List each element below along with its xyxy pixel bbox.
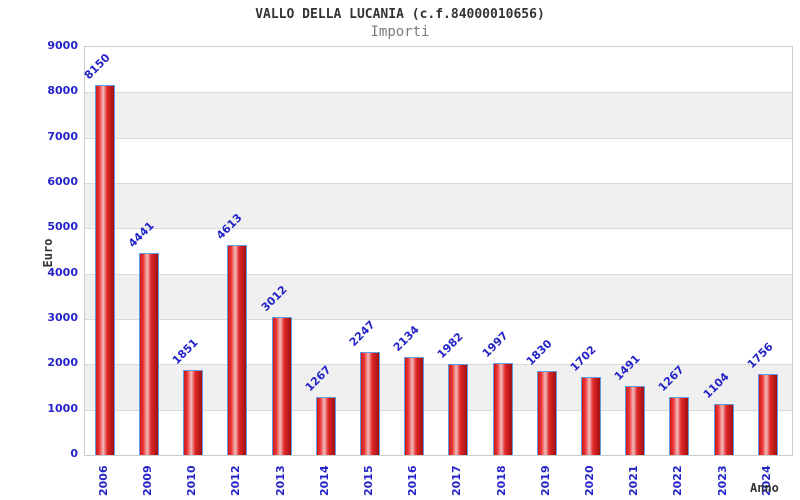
bar [669, 396, 690, 455]
gridline [85, 228, 792, 230]
x-tick-label: 2017 [450, 465, 464, 496]
y-tick-label: 3000 [47, 311, 78, 324]
y-tick-label: 4000 [47, 265, 78, 279]
gridline [85, 409, 792, 411]
y-tick-label: 6000 [47, 175, 78, 188]
x-tick-label: 2019 [538, 465, 552, 496]
bar [227, 244, 248, 455]
gridline [85, 137, 792, 139]
bar [580, 376, 601, 455]
bar [183, 370, 204, 455]
y-tick-label: 8000 [47, 84, 78, 98]
bar [625, 386, 646, 455]
plot-band [85, 183, 792, 229]
x-tick-label: 2013 [273, 465, 287, 496]
y-axis-title: Euro [41, 238, 55, 268]
gridline [85, 183, 792, 184]
y-tick-label: 9000 [47, 39, 78, 52]
gridline [85, 273, 792, 275]
bar [315, 396, 336, 455]
plot-band [85, 92, 792, 138]
bar [713, 403, 734, 455]
plot-band [85, 273, 792, 319]
x-tick-label: 2018 [494, 465, 508, 496]
x-tick-label: 2012 [229, 465, 243, 496]
x-tick-label: 2020 [582, 465, 596, 496]
plot-area [84, 46, 793, 456]
y-tick-label: 7000 [47, 129, 78, 143]
bar [448, 364, 469, 455]
y-tick-label: 2000 [47, 356, 78, 370]
y-tick-label: 5000 [47, 220, 78, 234]
y-tick-label: 0 [70, 447, 78, 460]
chart-title: VALLO DELLA LUCANIA (c.f.84000010656) [255, 7, 545, 22]
bar [94, 84, 115, 455]
x-tick-label: 2006 [96, 465, 110, 496]
x-tick-label: 2014 [317, 465, 331, 496]
x-tick-label: 2022 [671, 465, 685, 496]
chart-subtitle: Importi [370, 24, 430, 40]
bar [139, 252, 160, 455]
bar [360, 352, 380, 455]
x-tick-label: 2016 [406, 465, 420, 496]
y-tick-label: 1000 [47, 401, 78, 415]
plot-band [85, 319, 792, 365]
x-tick-label: 2023 [715, 465, 729, 496]
x-axis-title: Anno [750, 481, 779, 495]
x-tick-label: 2009 [141, 465, 155, 496]
plot-band [85, 47, 792, 93]
bar [404, 357, 425, 455]
x-tick-label: 2021 [627, 465, 641, 496]
plot-band [85, 228, 792, 274]
bar [757, 374, 778, 455]
plot-band [85, 137, 792, 183]
x-tick-label: 2010 [185, 465, 199, 496]
gridline [85, 364, 792, 366]
x-tick-label: 2015 [362, 465, 375, 496]
gridline [85, 319, 792, 320]
bar [271, 317, 292, 455]
bar [536, 371, 557, 455]
gridline [85, 92, 792, 94]
bar [492, 363, 513, 455]
